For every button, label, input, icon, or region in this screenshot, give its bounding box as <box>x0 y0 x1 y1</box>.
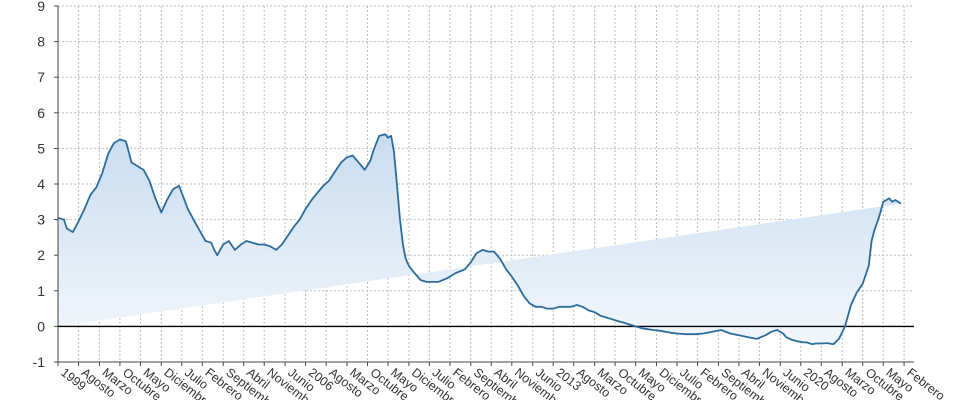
y-tick-label: 7 <box>37 69 45 85</box>
y-tick-label: 3 <box>37 212 45 228</box>
y-tick-label: 8 <box>37 34 45 50</box>
y-tick-label: 9 <box>37 0 45 14</box>
series-line <box>57 133 902 346</box>
y-tick-label: 6 <box>37 105 45 121</box>
y-tick-label: -1 <box>33 354 46 370</box>
y-tick-label: 5 <box>37 140 45 156</box>
series-line-layer <box>57 133 902 346</box>
x-axis-tick-labels: 1999AgostoMarzoOctubreMayoDiciembreJulio… <box>57 362 947 405</box>
y-tick-label: 0 <box>37 318 45 334</box>
y-tick-label: 1 <box>37 283 45 299</box>
area-fill-layer <box>58 134 901 345</box>
y-axis-tick-labels: -1 0 1 2 3 4 5 6 7 8 9 <box>33 0 58 370</box>
series-area-fill <box>58 134 901 345</box>
y-tick-label: 4 <box>37 176 45 192</box>
y-tick-label: 2 <box>37 247 45 263</box>
